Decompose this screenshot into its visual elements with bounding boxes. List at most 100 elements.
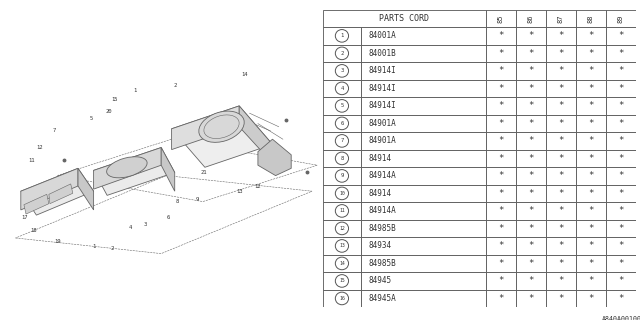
Text: *: *	[528, 49, 533, 58]
Text: 88: 88	[588, 14, 593, 23]
Bar	[486, 220, 516, 237]
Polygon shape	[239, 106, 273, 163]
Text: *: *	[498, 189, 503, 198]
Bar	[575, 290, 605, 307]
Text: *: *	[528, 224, 533, 233]
Bar	[545, 272, 575, 290]
Bar	[361, 132, 486, 150]
Text: 21: 21	[200, 170, 207, 175]
Bar	[605, 132, 636, 150]
Bar	[323, 44, 361, 62]
Bar	[516, 185, 545, 202]
Bar	[323, 10, 486, 27]
Text: *: *	[528, 294, 533, 303]
Text: *: *	[588, 136, 593, 145]
Text: *: *	[588, 206, 593, 215]
Text: *: *	[558, 241, 563, 251]
Circle shape	[335, 100, 349, 112]
Bar	[605, 44, 636, 62]
Bar	[575, 80, 605, 97]
Text: 84901A: 84901A	[369, 136, 396, 145]
Polygon shape	[93, 148, 161, 189]
Circle shape	[335, 204, 349, 217]
Text: 11: 11	[339, 208, 345, 213]
Polygon shape	[78, 168, 93, 210]
Text: *: *	[588, 189, 593, 198]
Text: *: *	[528, 241, 533, 251]
Bar	[516, 150, 545, 167]
Text: 1: 1	[92, 244, 95, 249]
Text: 1: 1	[134, 88, 137, 93]
Polygon shape	[93, 148, 175, 195]
Text: 17: 17	[22, 215, 28, 220]
Bar	[545, 237, 575, 255]
Bar	[545, 150, 575, 167]
Bar	[575, 255, 605, 272]
Text: *: *	[498, 206, 503, 215]
Text: *: *	[588, 224, 593, 233]
Circle shape	[335, 135, 349, 147]
Polygon shape	[161, 148, 175, 191]
Text: *: *	[528, 31, 533, 40]
Bar	[323, 220, 361, 237]
Circle shape	[335, 170, 349, 182]
Bar	[323, 167, 361, 185]
Bar	[486, 272, 516, 290]
Bar	[486, 132, 516, 150]
Bar	[361, 150, 486, 167]
Bar	[516, 10, 545, 27]
Text: *: *	[588, 241, 593, 251]
Text: 12: 12	[36, 145, 43, 150]
Bar	[516, 220, 545, 237]
Text: *: *	[528, 101, 533, 110]
Text: 5: 5	[90, 116, 93, 121]
Text: *: *	[558, 294, 563, 303]
Text: 10: 10	[339, 191, 345, 196]
Text: 4: 4	[129, 225, 132, 230]
Polygon shape	[24, 194, 49, 214]
Text: *: *	[528, 276, 533, 285]
Text: 84001A: 84001A	[369, 31, 396, 40]
Bar	[575, 202, 605, 220]
Text: *: *	[618, 49, 623, 58]
Bar	[605, 167, 636, 185]
Bar	[545, 220, 575, 237]
Text: 2: 2	[111, 246, 114, 251]
Bar	[605, 237, 636, 255]
Bar	[516, 62, 545, 80]
Text: 7: 7	[340, 138, 344, 143]
Bar	[516, 44, 545, 62]
Circle shape	[335, 275, 349, 287]
Text: *: *	[558, 49, 563, 58]
Text: *: *	[498, 224, 503, 233]
Text: 15: 15	[339, 278, 345, 284]
Circle shape	[335, 257, 349, 270]
Bar	[486, 255, 516, 272]
Text: 84914A: 84914A	[369, 206, 396, 215]
Text: *: *	[558, 189, 563, 198]
Text: 84914I: 84914I	[369, 84, 396, 93]
Text: *: *	[558, 66, 563, 76]
Bar	[575, 150, 605, 167]
Polygon shape	[20, 168, 78, 210]
Ellipse shape	[199, 111, 244, 142]
Text: *: *	[618, 119, 623, 128]
Bar	[575, 237, 605, 255]
Text: *: *	[558, 276, 563, 285]
Text: *: *	[618, 101, 623, 110]
Text: 9: 9	[340, 173, 344, 179]
Bar	[545, 290, 575, 307]
Text: *: *	[558, 119, 563, 128]
Text: 8: 8	[175, 199, 179, 204]
Bar	[361, 220, 486, 237]
Text: 13: 13	[339, 244, 345, 248]
Text: *: *	[618, 84, 623, 93]
Text: *: *	[588, 66, 593, 76]
Bar	[486, 167, 516, 185]
Bar	[605, 220, 636, 237]
Text: *: *	[498, 66, 503, 76]
Text: 12: 12	[255, 183, 261, 188]
Polygon shape	[172, 106, 273, 167]
Text: *: *	[558, 206, 563, 215]
Text: *: *	[498, 31, 503, 40]
